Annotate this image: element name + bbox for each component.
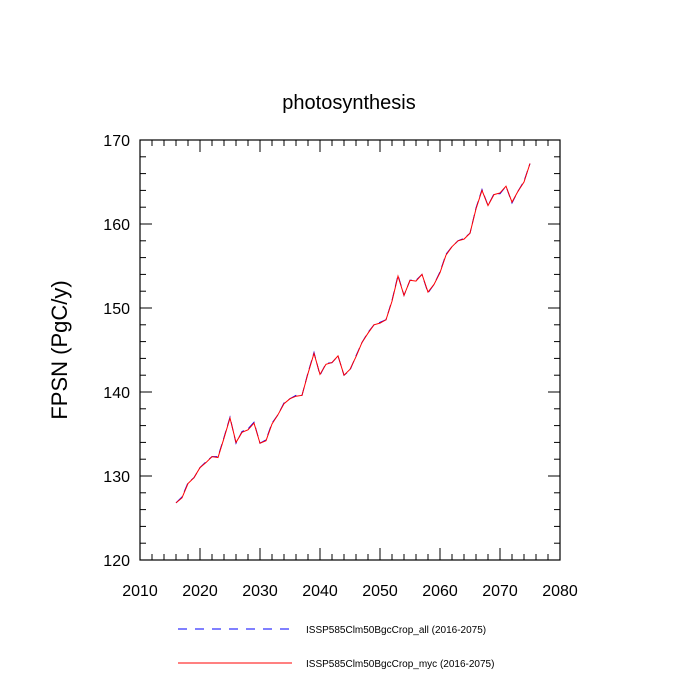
legend-label: ISSP585Clm50BgcCrop_all (2016-2075) (306, 625, 486, 636)
y-axis: 120 130 140 150 160 170 (103, 133, 560, 570)
chart-title: photosynthesis (282, 92, 415, 114)
y-tick-label: 160 (103, 217, 130, 234)
y-tick-label: 150 (103, 301, 130, 318)
legend: ISSP585Clm50BgcCrop_all (2016-2075) ISSP5… (178, 625, 494, 670)
x-tick-label: 2040 (302, 583, 338, 600)
plot-border (139, 139, 561, 561)
x-tick-label: 2070 (482, 583, 518, 600)
series-line-all (175, 163, 531, 504)
y-tick-label: 170 (103, 133, 130, 150)
plot-frame (139, 139, 561, 561)
x-tick-label: 2010 (122, 583, 158, 600)
x-tick-label: 2060 (422, 583, 458, 600)
x-tick-label: 2080 (542, 583, 578, 600)
series-lines (175, 163, 531, 504)
x-tick-label: 2030 (242, 583, 278, 600)
y-tick-label: 130 (103, 469, 130, 486)
y-axis-label: FPSN (PgC/y) (47, 280, 72, 419)
x-tick-label: 2050 (362, 583, 398, 600)
legend-label: ISSP585Clm50BgcCrop_myc (2016-2075) (306, 659, 494, 670)
y-tick-label: 140 (103, 385, 130, 402)
series-line-myc (175, 163, 531, 504)
x-axis: 2010 2020 2030 2040 2050 2060 2070 2080 (122, 140, 578, 600)
x-tick-label: 2020 (182, 583, 218, 600)
y-tick-label: 120 (103, 553, 130, 570)
